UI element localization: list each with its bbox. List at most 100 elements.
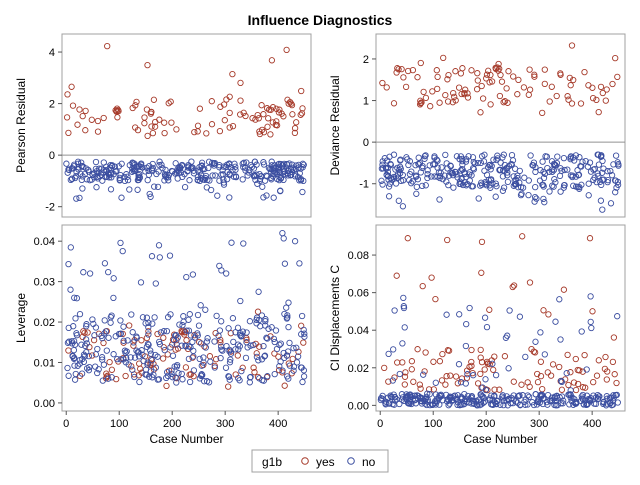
point-no — [399, 203, 407, 210]
point-yes — [234, 352, 241, 359]
point-no — [469, 154, 477, 161]
point-no — [285, 375, 292, 382]
point-no — [464, 180, 471, 188]
point-no — [268, 158, 275, 165]
point-no — [65, 372, 72, 379]
point-no — [169, 374, 176, 381]
point-yes — [545, 311, 552, 318]
point-yes — [100, 114, 107, 122]
point-no — [117, 239, 124, 247]
point-no — [242, 354, 250, 362]
point-no — [120, 356, 127, 363]
point-no — [464, 392, 472, 400]
y-tick-label: 0.04 — [348, 325, 369, 337]
point-yes — [473, 86, 481, 93]
point-no — [567, 154, 574, 161]
point-no — [185, 355, 193, 363]
point-yes — [394, 359, 401, 366]
point-no — [599, 206, 606, 213]
point-no — [508, 151, 516, 159]
point-no — [123, 348, 130, 355]
point-no — [161, 177, 168, 184]
point-no — [531, 193, 539, 201]
point-no — [530, 159, 538, 166]
point-yes — [526, 279, 534, 286]
point-no — [134, 349, 141, 356]
point-yes — [518, 381, 525, 388]
point-no — [163, 174, 170, 181]
point-no — [250, 341, 257, 349]
point-no — [206, 177, 213, 184]
y-tick-label: 0.02 — [348, 363, 369, 375]
point-yes — [488, 357, 495, 364]
point-yes — [477, 370, 484, 378]
point-yes — [156, 116, 163, 123]
point-yes — [167, 98, 174, 105]
point-yes — [300, 339, 307, 346]
point-no — [78, 162, 86, 170]
point-no — [216, 327, 224, 334]
point-no — [439, 397, 446, 404]
point-no — [613, 391, 620, 399]
point-no — [155, 376, 163, 383]
point-no — [277, 174, 285, 182]
point-no — [190, 167, 197, 174]
point-no — [541, 199, 548, 206]
point-no — [579, 391, 586, 399]
point-no — [417, 169, 424, 176]
point-no — [228, 239, 235, 246]
point-no — [516, 392, 523, 399]
point-yes — [414, 74, 421, 81]
point-yes — [485, 67, 492, 74]
point-yes — [254, 111, 261, 119]
point-yes — [254, 373, 262, 381]
point-no — [271, 370, 278, 378]
point-no — [211, 364, 218, 371]
point-yes — [585, 82, 592, 89]
point-yes — [283, 46, 290, 54]
point-yes — [436, 99, 443, 106]
point-no — [102, 328, 110, 335]
point-no — [610, 392, 617, 399]
point-no — [152, 280, 159, 287]
legend-title: g1b — [262, 455, 282, 469]
point-yes — [510, 378, 517, 385]
point-no — [122, 349, 129, 356]
point-no — [488, 176, 495, 183]
point-no — [223, 342, 230, 350]
point-no — [264, 335, 271, 342]
point-no — [426, 401, 434, 409]
point-no — [246, 318, 254, 325]
point-no — [291, 238, 299, 245]
point-no — [470, 158, 477, 166]
point-yes — [520, 84, 528, 91]
point-no — [173, 341, 180, 348]
point-yes — [603, 376, 610, 383]
point-no — [270, 194, 277, 201]
point-yes — [212, 356, 220, 363]
point-no — [558, 377, 565, 385]
point-no — [156, 254, 163, 261]
point-no — [213, 312, 220, 320]
point-yes — [74, 121, 81, 128]
point-no — [171, 363, 178, 370]
point-no — [540, 195, 547, 203]
point-no — [176, 321, 183, 328]
point-no — [422, 152, 429, 159]
y-tick-label: -2 — [45, 202, 55, 214]
point-no — [96, 173, 104, 180]
point-no — [125, 361, 132, 368]
legend-marker-yes — [301, 457, 309, 465]
point-no — [74, 158, 82, 165]
point-yes — [574, 380, 582, 388]
point-yes — [189, 354, 196, 361]
point-yes — [510, 282, 518, 289]
point-no — [72, 315, 79, 322]
point-yes — [581, 351, 588, 359]
point-no — [391, 307, 398, 314]
point-no — [256, 375, 263, 382]
point-yes — [395, 66, 402, 73]
point-no — [189, 338, 196, 346]
point-no — [198, 159, 206, 166]
